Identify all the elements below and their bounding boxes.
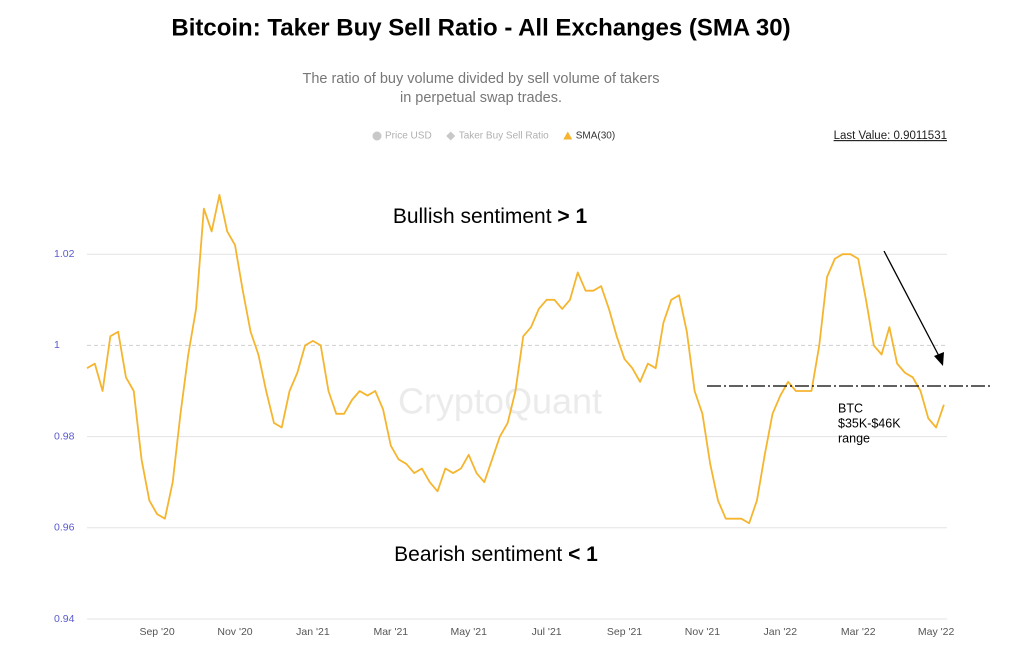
annotation-text: < 1 [568,543,598,566]
x-tick-label: Mar '21 [373,626,408,638]
chart-title: Bitcoin: Taker Buy Sell Ratio - All Exch… [171,14,790,41]
subtitle: in perpetual swap trades. [400,90,562,106]
legend-label: Price USD [385,131,432,142]
x-tick-label: Jan '21 [296,626,330,638]
annotation-text: > 1 [557,205,587,228]
last-value: Last Value: 0.9011531 [834,130,947,142]
y-tick-label: 1.02 [54,248,75,260]
x-tick-label: Jul '21 [532,626,562,638]
y-tick-label: 0.98 [54,430,75,442]
x-tick-label: Sep '20 [139,626,174,638]
legend-marker [563,131,573,140]
y-tick-label: 1 [54,339,60,351]
series-line [86,194,945,525]
watermark: CryptoQuant [398,381,602,422]
x-tick-label: May '22 [918,626,955,638]
x-tick-label: Nov '20 [217,626,252,638]
annotation: $35K-$46K [838,416,901,430]
arrow [883,250,941,359]
plot: 0.94 0.96 0.98 1 1.02 Sep '20 Nov '20 Jan '21 Ma… [54,194,955,638]
x-tick-label: Sep '21 [607,626,642,638]
annotation-text: Bullish sentiment [393,205,558,228]
annotation-text: Bearish sentiment [394,543,568,566]
y-tick-label: 0.94 [54,613,75,625]
arrow-head [934,352,944,366]
annotation: Bullish sentiment > 1 [393,205,588,228]
legend-label: SMA(30) [576,131,615,142]
subtitle: The ratio of buy volume divided by sell … [302,71,659,87]
annotation: range [838,431,870,445]
x-tick-label: Nov '21 [685,626,720,638]
legend-label: Taker Buy Sell Ratio [459,131,549,142]
x-tick-label: May '21 [450,626,487,638]
annotation: BTC [838,401,863,415]
legend-marker [446,131,456,141]
y-tick-label: 0.96 [54,522,75,534]
x-tick-label: Mar '22 [841,626,876,638]
annotation: Bearish sentiment < 1 [394,543,598,566]
legend-marker [372,131,382,141]
x-tick-label: Jan '22 [764,626,798,638]
